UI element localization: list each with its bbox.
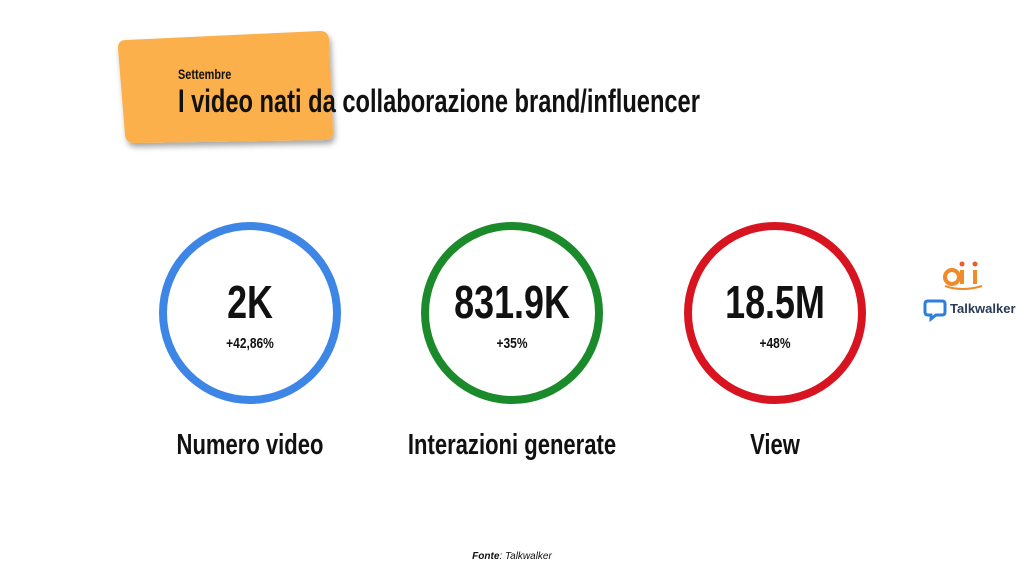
talkwalker-logo: Talkwalker (923, 299, 1016, 323)
source-text: : Talkwalker (499, 551, 552, 562)
oii-logo (943, 261, 983, 290)
kpi-label: Numero video (177, 429, 324, 461)
source-label: Fonte (472, 551, 500, 562)
kpi-value: 18.5M (725, 277, 825, 328)
kpi-value: 2K (227, 277, 273, 328)
kpi: 2K +42,86% Numero video (159, 222, 341, 461)
kpi-value-wrap: 831.9K (454, 277, 570, 328)
kpi-change: +35% (496, 335, 527, 352)
kpi-label-wrap: Interazioni generate (408, 429, 616, 461)
kpi-change-wrap: +48% (759, 335, 790, 352)
talkwalker-text: Talkwalker (950, 301, 1016, 316)
kpi-ring (159, 222, 341, 404)
kicker: Settembre (178, 67, 231, 83)
kpi-change: +42,86% (226, 335, 274, 352)
kpi: 18.5M +48% View (684, 222, 866, 461)
kpi-value-wrap: 2K (227, 277, 273, 328)
kpi-value-wrap: 18.5M (725, 277, 825, 328)
kpi-label-wrap: View (750, 429, 801, 461)
kpi-label: View (750, 429, 801, 461)
kpi-change-wrap: +42,86% (226, 335, 274, 352)
kpi-value: 831.9K (454, 277, 570, 328)
kpi-change-wrap: +35% (496, 335, 527, 352)
slide-title: I video nati da collaborazione brand/inf… (178, 84, 700, 119)
kpi-ring (684, 222, 866, 404)
kpi-row: 2K +42,86% Numero video 831.9K +35% Interazio… (159, 222, 866, 461)
title-badge (118, 31, 333, 143)
kpi-ring (421, 222, 603, 404)
kpi: 831.9K +35% Interazioni generate (408, 222, 616, 461)
kpi-change: +48% (759, 335, 790, 352)
source: Fonte: Talkwalker (472, 551, 552, 562)
kpi-label-wrap: Numero video (177, 429, 324, 461)
kpi-label: Interazioni generate (408, 429, 616, 461)
